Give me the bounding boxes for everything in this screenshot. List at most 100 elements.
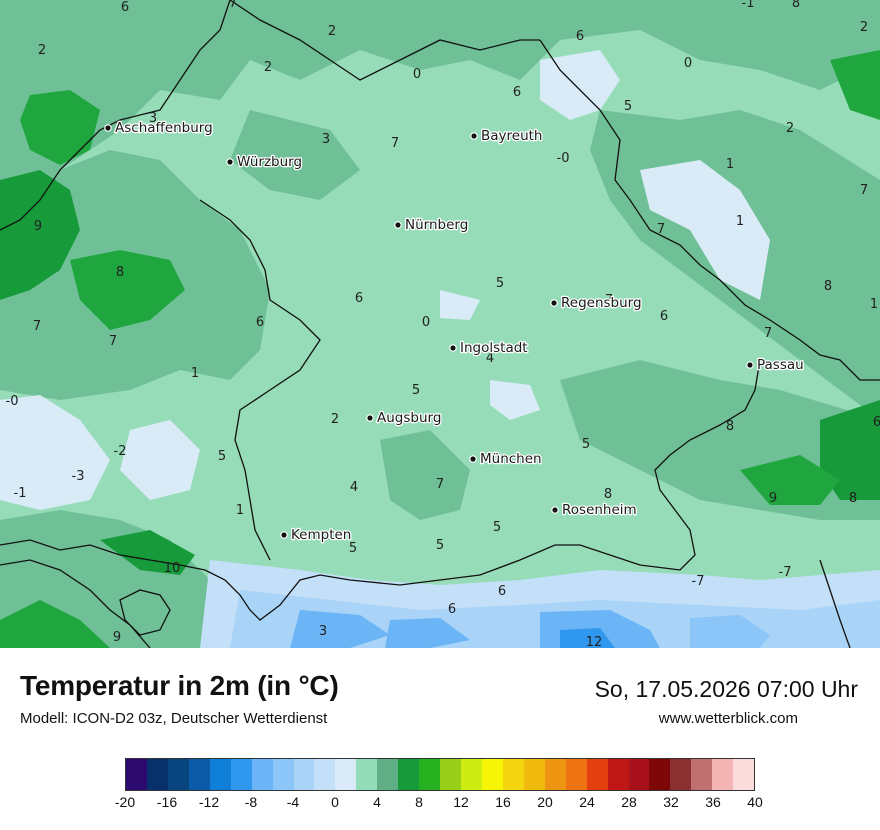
legend-swatch [356, 759, 378, 790]
temperature-value: 7 [764, 326, 772, 341]
city-dot [746, 361, 754, 369]
legend-swatch [398, 759, 420, 790]
legend-swatch [670, 759, 692, 790]
legend-tick-label: 24 [579, 794, 595, 810]
temperature-value: 7 [657, 222, 665, 237]
forecast-datetime: So, 17.05.2026 07:00 Uhr [594, 676, 858, 702]
temperature-value: 5 [493, 520, 501, 535]
city-label: Passau [757, 357, 804, 373]
temperature-value: 3 [322, 132, 330, 147]
legend-tick-label: 4 [373, 794, 381, 810]
legend-tick-label: 36 [705, 794, 721, 810]
legend-tick-label: -8 [244, 794, 258, 810]
temperature-value: 7 [229, 0, 237, 11]
temperature-value: 12 [586, 635, 603, 648]
city-label: Würzburg [237, 154, 302, 170]
legend-swatch [230, 759, 252, 790]
legend-swatch [607, 759, 629, 790]
temperature-value: 9 [769, 491, 777, 506]
city-label: Aschaffenburg [115, 120, 213, 136]
legend-swatch [544, 759, 566, 790]
temperature-map: 6 7 2 2 6 -1 8 2 0 6 0 2 3 3 7 5 -0 2 1 7 8 7 6 9 5 7 1 8 7 1 7 6 5 6 0 4 1 -… [0, 0, 880, 648]
temperature-value: 1 [191, 366, 199, 381]
temperature-value: 2 [331, 412, 339, 427]
temperature-value: 5 [582, 437, 590, 452]
legend-swatch [628, 759, 650, 790]
temperature-value: 2 [786, 121, 794, 136]
temperature-value: 2 [38, 43, 46, 58]
legend-swatch [209, 759, 231, 790]
city-dot [104, 124, 112, 132]
temperature-value: 8 [824, 279, 832, 294]
city-marker: Würzburg [226, 153, 303, 171]
city-marker: Regensburg [550, 294, 643, 312]
city-dot [469, 455, 477, 463]
legend-swatch [272, 759, 294, 790]
city-marker: Passau [746, 356, 805, 374]
legend-swatch [126, 759, 147, 790]
temperature-value: 8 [116, 265, 124, 280]
city-markers: Aschaffenburg Würzburg Bayreuth Nürnberg Reg… [104, 119, 805, 544]
legend-swatch [377, 759, 399, 790]
temperature-value: 5 [349, 541, 357, 556]
temperature-value: -7 [779, 565, 792, 580]
legend-ticks: -20 -16 -12 -8 -4 0 4 8 12 16 20 24 28 32 36 40 [115, 794, 763, 814]
city-marker: Kempten [280, 526, 353, 544]
legend-swatch [251, 759, 273, 790]
city-dot [366, 414, 374, 422]
city-dot [394, 221, 402, 229]
temperature-value: 5 [412, 383, 420, 398]
legend-tick-label: 12 [453, 794, 469, 810]
temperature-value: -1 [14, 486, 27, 501]
city-label: Bayreuth [481, 128, 543, 144]
legend-swatch [188, 759, 210, 790]
legend-tick-label: 0 [331, 794, 339, 810]
city-dot [470, 132, 478, 140]
legend-tick-label: 40 [747, 794, 763, 810]
temperature-value: 2 [860, 20, 868, 35]
temperature-value: 5 [218, 449, 226, 464]
temperature-value: 7 [860, 183, 868, 198]
temperature-value: -1 [742, 0, 755, 11]
temperature-value: 7 [605, 293, 613, 308]
temperature-value: -0 [6, 394, 19, 409]
temperature-value: 6 [660, 309, 668, 324]
temperature-value: 10 [164, 561, 181, 576]
temperature-value: 9 [113, 630, 121, 645]
city-label: München [480, 451, 542, 467]
temperature-value: 0 [422, 315, 430, 330]
map-title: Temperatur in 2m (in °C) [20, 670, 339, 701]
legend-swatch [691, 759, 713, 790]
legend-tick-label: 20 [537, 794, 553, 810]
city-label: Kempten [291, 527, 351, 543]
legend-swatch [586, 759, 608, 790]
legend-swatch [733, 759, 755, 790]
city-dot [449, 344, 457, 352]
legend-tick-label: 8 [415, 794, 423, 810]
city-dot [226, 158, 234, 166]
legend-swatch [293, 759, 315, 790]
temperature-value: 6 [256, 315, 264, 330]
temperature-value: 3 [149, 111, 157, 126]
city-label: Rosenheim [562, 502, 637, 518]
city-marker: München [469, 450, 543, 468]
legend-swatch [146, 759, 168, 790]
website-link[interactable]: www.wetterblick.com [658, 710, 798, 727]
temperature-value: 1 [736, 214, 744, 229]
city-dot [550, 299, 558, 307]
city-label: Nürnberg [405, 217, 468, 233]
city-marker: Augsburg [366, 409, 443, 427]
temperature-value: 6 [873, 415, 880, 430]
model-info: Modell: ICON-D2 03z, Deutscher Wetterdie… [20, 710, 328, 727]
temperature-value: 7 [391, 136, 399, 151]
temperature-value: -7 [692, 574, 705, 589]
temperature-value: 6 [498, 584, 506, 599]
temperature-value: 6 [513, 85, 521, 100]
temperature-value: 2 [328, 24, 336, 39]
legend-swatch [481, 759, 503, 790]
legend-tick-label: 32 [663, 794, 679, 810]
temperature-values: 6 7 2 2 6 -1 8 2 0 6 0 2 3 3 7 5 -0 2 1 7 8 7 6 9 5 7 1 8 7 1 7 6 5 6 0 4 1 -… [6, 0, 880, 648]
city-marker: Aschaffenburg [104, 119, 214, 137]
legend-tick-label: -4 [286, 794, 300, 810]
temperature-value: 7 [33, 319, 41, 334]
